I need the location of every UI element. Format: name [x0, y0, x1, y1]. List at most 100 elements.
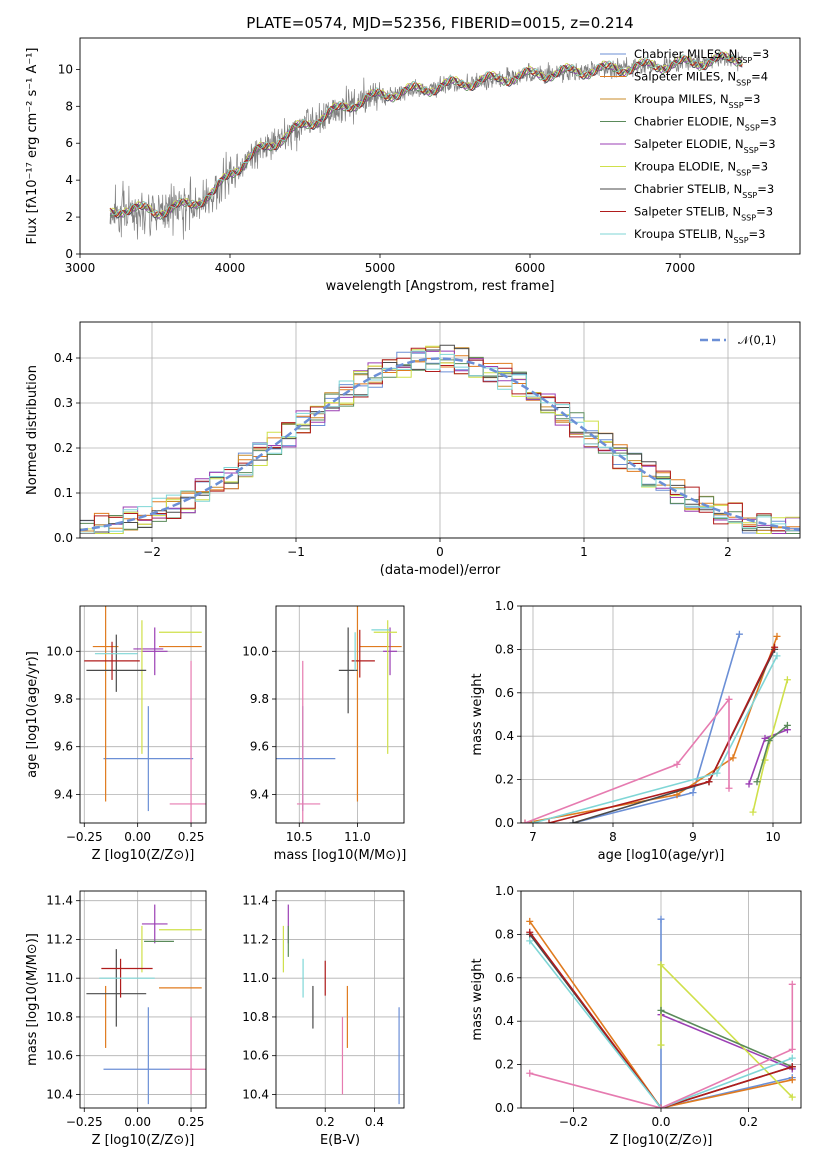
weight-marker	[771, 643, 779, 651]
x-tick-label: 4000	[215, 261, 246, 275]
weight-marker	[749, 808, 757, 816]
weight-marker	[753, 778, 761, 786]
weight-line-kroupa_elodie	[660, 962, 793, 1098]
axes-frame	[275, 890, 405, 1109]
x-tick-label: 10	[765, 830, 780, 844]
x-tick-label: 6000	[515, 261, 546, 275]
weight-marker	[783, 721, 791, 729]
y-axis-label: mass [log10(M/M⊙)]	[25, 933, 40, 1066]
y-tick-label: 0.2	[495, 1058, 514, 1072]
axes-frame	[79, 890, 207, 1109]
weight-marker	[526, 937, 534, 945]
axes-frame	[79, 321, 801, 539]
plot-area	[276, 606, 404, 823]
y-tick-label: 10	[58, 62, 73, 76]
panel-spectrum: 3000 4000 5000 6000 7000 0 2 4 6 8 10 wavelength [A…	[25, 37, 801, 294]
y-tick-label: 0.4	[495, 729, 514, 743]
y-tick-label: 0.0	[495, 816, 514, 830]
legend-label: 𝒩(0,1)	[738, 333, 776, 347]
y-tick-label: 0.1	[54, 486, 73, 500]
y-tick-label: 9.6	[250, 740, 269, 754]
weight-marker	[783, 676, 791, 684]
x-tick-label: 0.4	[365, 1115, 384, 1129]
x-axis-label: wavelength [Angstrom, rest frame]	[326, 279, 555, 294]
x-tick-label: −1	[287, 545, 305, 559]
legend-label: Chabrier STELIB, NSSP=3	[634, 182, 774, 200]
y-tick-label: 9.4	[250, 787, 269, 801]
y-tick-label: 11.2	[46, 932, 73, 946]
weight-line-salpeter_elodie	[660, 1013, 793, 1070]
x-tick-label: 0	[436, 545, 444, 559]
x-tick-label: 0.00	[124, 1115, 151, 1129]
y-axis-label: mass weight	[470, 958, 485, 1040]
x-axis-label: E(B-V)	[320, 1133, 360, 1148]
y-tick-label: 9.8	[54, 692, 73, 706]
y-tick-label: 11.4	[242, 894, 269, 908]
plot-area	[521, 606, 801, 823]
y-tick-label: 0	[65, 247, 73, 261]
y-tick-label: 0.2	[54, 441, 73, 455]
legend-label: Chabrier MILES, NSSP=3	[634, 47, 769, 65]
legend-label: Salpeter STELIB, NSSP=3	[634, 205, 773, 223]
model-spectrum-kroupa_stelib	[109, 50, 743, 218]
axes-frame	[520, 890, 802, 1109]
panel-mass_weight_vs_Z: −0.2 0.0 0.2 0.0 0.2 0.4 0.6 0.8 1.0 Z [log10(Z/Z…	[470, 884, 802, 1148]
y-tick-label: 0.6	[495, 971, 514, 985]
weight-marker	[765, 737, 773, 745]
plot-area	[109, 50, 744, 240]
axes-frame	[79, 37, 801, 255]
weight-line-kroupa_elodie	[752, 679, 789, 813]
weight-marker	[735, 630, 743, 638]
y-tick-label: 10.8	[46, 1010, 73, 1024]
panel-age_vs_mass: 10.5 11.0 9.4 9.6 9.8 10.0 mass [log10(M/M⊙)]	[242, 605, 406, 863]
weight-marker	[725, 784, 733, 792]
legend: Chabrier MILES, NSSP=3 Salpeter MILES, NS…	[600, 47, 777, 245]
weight-marker	[713, 769, 721, 777]
y-tick-label: 11.0	[46, 971, 73, 985]
legend-label: Salpeter ELODIE, NSSP=3	[634, 137, 776, 155]
x-axis-label: (data-model)/error	[380, 563, 501, 578]
legend-label: Salpeter MILES, NSSP=4	[634, 70, 768, 88]
legend-label: Chabrier ELODIE, NSSP=3	[634, 115, 777, 133]
weight-marker	[526, 917, 534, 925]
weight-marker	[657, 1104, 665, 1108]
weight-marker	[788, 1063, 796, 1071]
y-tick-label: 10.0	[46, 644, 73, 658]
weight-marker	[673, 791, 681, 799]
weight-marker	[657, 1006, 665, 1014]
y-tick-label: 11.4	[46, 894, 73, 908]
y-tick-label: 1.0	[495, 599, 514, 613]
y-axis-label: Normed distribution	[25, 365, 40, 495]
x-tick-label: 0.25	[178, 1115, 205, 1129]
y-tick-label: 0.4	[54, 351, 73, 365]
weight-marker	[705, 778, 713, 786]
weight-marker	[673, 760, 681, 768]
normal-curve	[80, 357, 800, 532]
y-tick-label: 2	[65, 210, 73, 224]
x-tick-label: 0.2	[739, 1115, 758, 1129]
x-tick-label: 3000	[65, 261, 96, 275]
panel-mass_weight_vs_age: 7 8 9 10 0.0 0.2 0.4 0.6 0.8 1.0 age [log10(age/yr…	[470, 599, 802, 863]
weight-marker	[788, 1054, 796, 1062]
legend-label: Kroupa STELIB, NSSP=3	[634, 227, 765, 245]
observed-spectrum	[109, 50, 744, 240]
x-tick-label: 1	[580, 545, 588, 559]
y-tick-label: 10.4	[46, 1087, 73, 1101]
y-tick-label: 0.0	[495, 1101, 514, 1115]
x-tick-label: 0.2	[316, 1115, 335, 1129]
y-tick-label: 11.2	[242, 932, 269, 946]
weight-marker	[545, 819, 553, 823]
weight-marker	[788, 980, 796, 988]
y-tick-label: 0.8	[495, 927, 514, 941]
y-axis-label: Flux [fλ10⁻¹⁷ erg cm⁻² s⁻¹ A⁻¹]	[25, 48, 40, 245]
x-axis-label: age [log10(age/yr)]	[598, 848, 725, 863]
y-tick-label: 0.6	[495, 686, 514, 700]
y-tick-label: 0.8	[495, 642, 514, 656]
weight-line-salpeter_stelib	[529, 931, 793, 1108]
y-tick-label: 10.4	[242, 1087, 269, 1101]
y-tick-label: 10.8	[242, 1010, 269, 1024]
plot-area	[80, 606, 206, 823]
y-tick-label: 0.2	[495, 773, 514, 787]
x-axis-label: Z [log10(Z/Z⊙)]	[92, 848, 195, 863]
